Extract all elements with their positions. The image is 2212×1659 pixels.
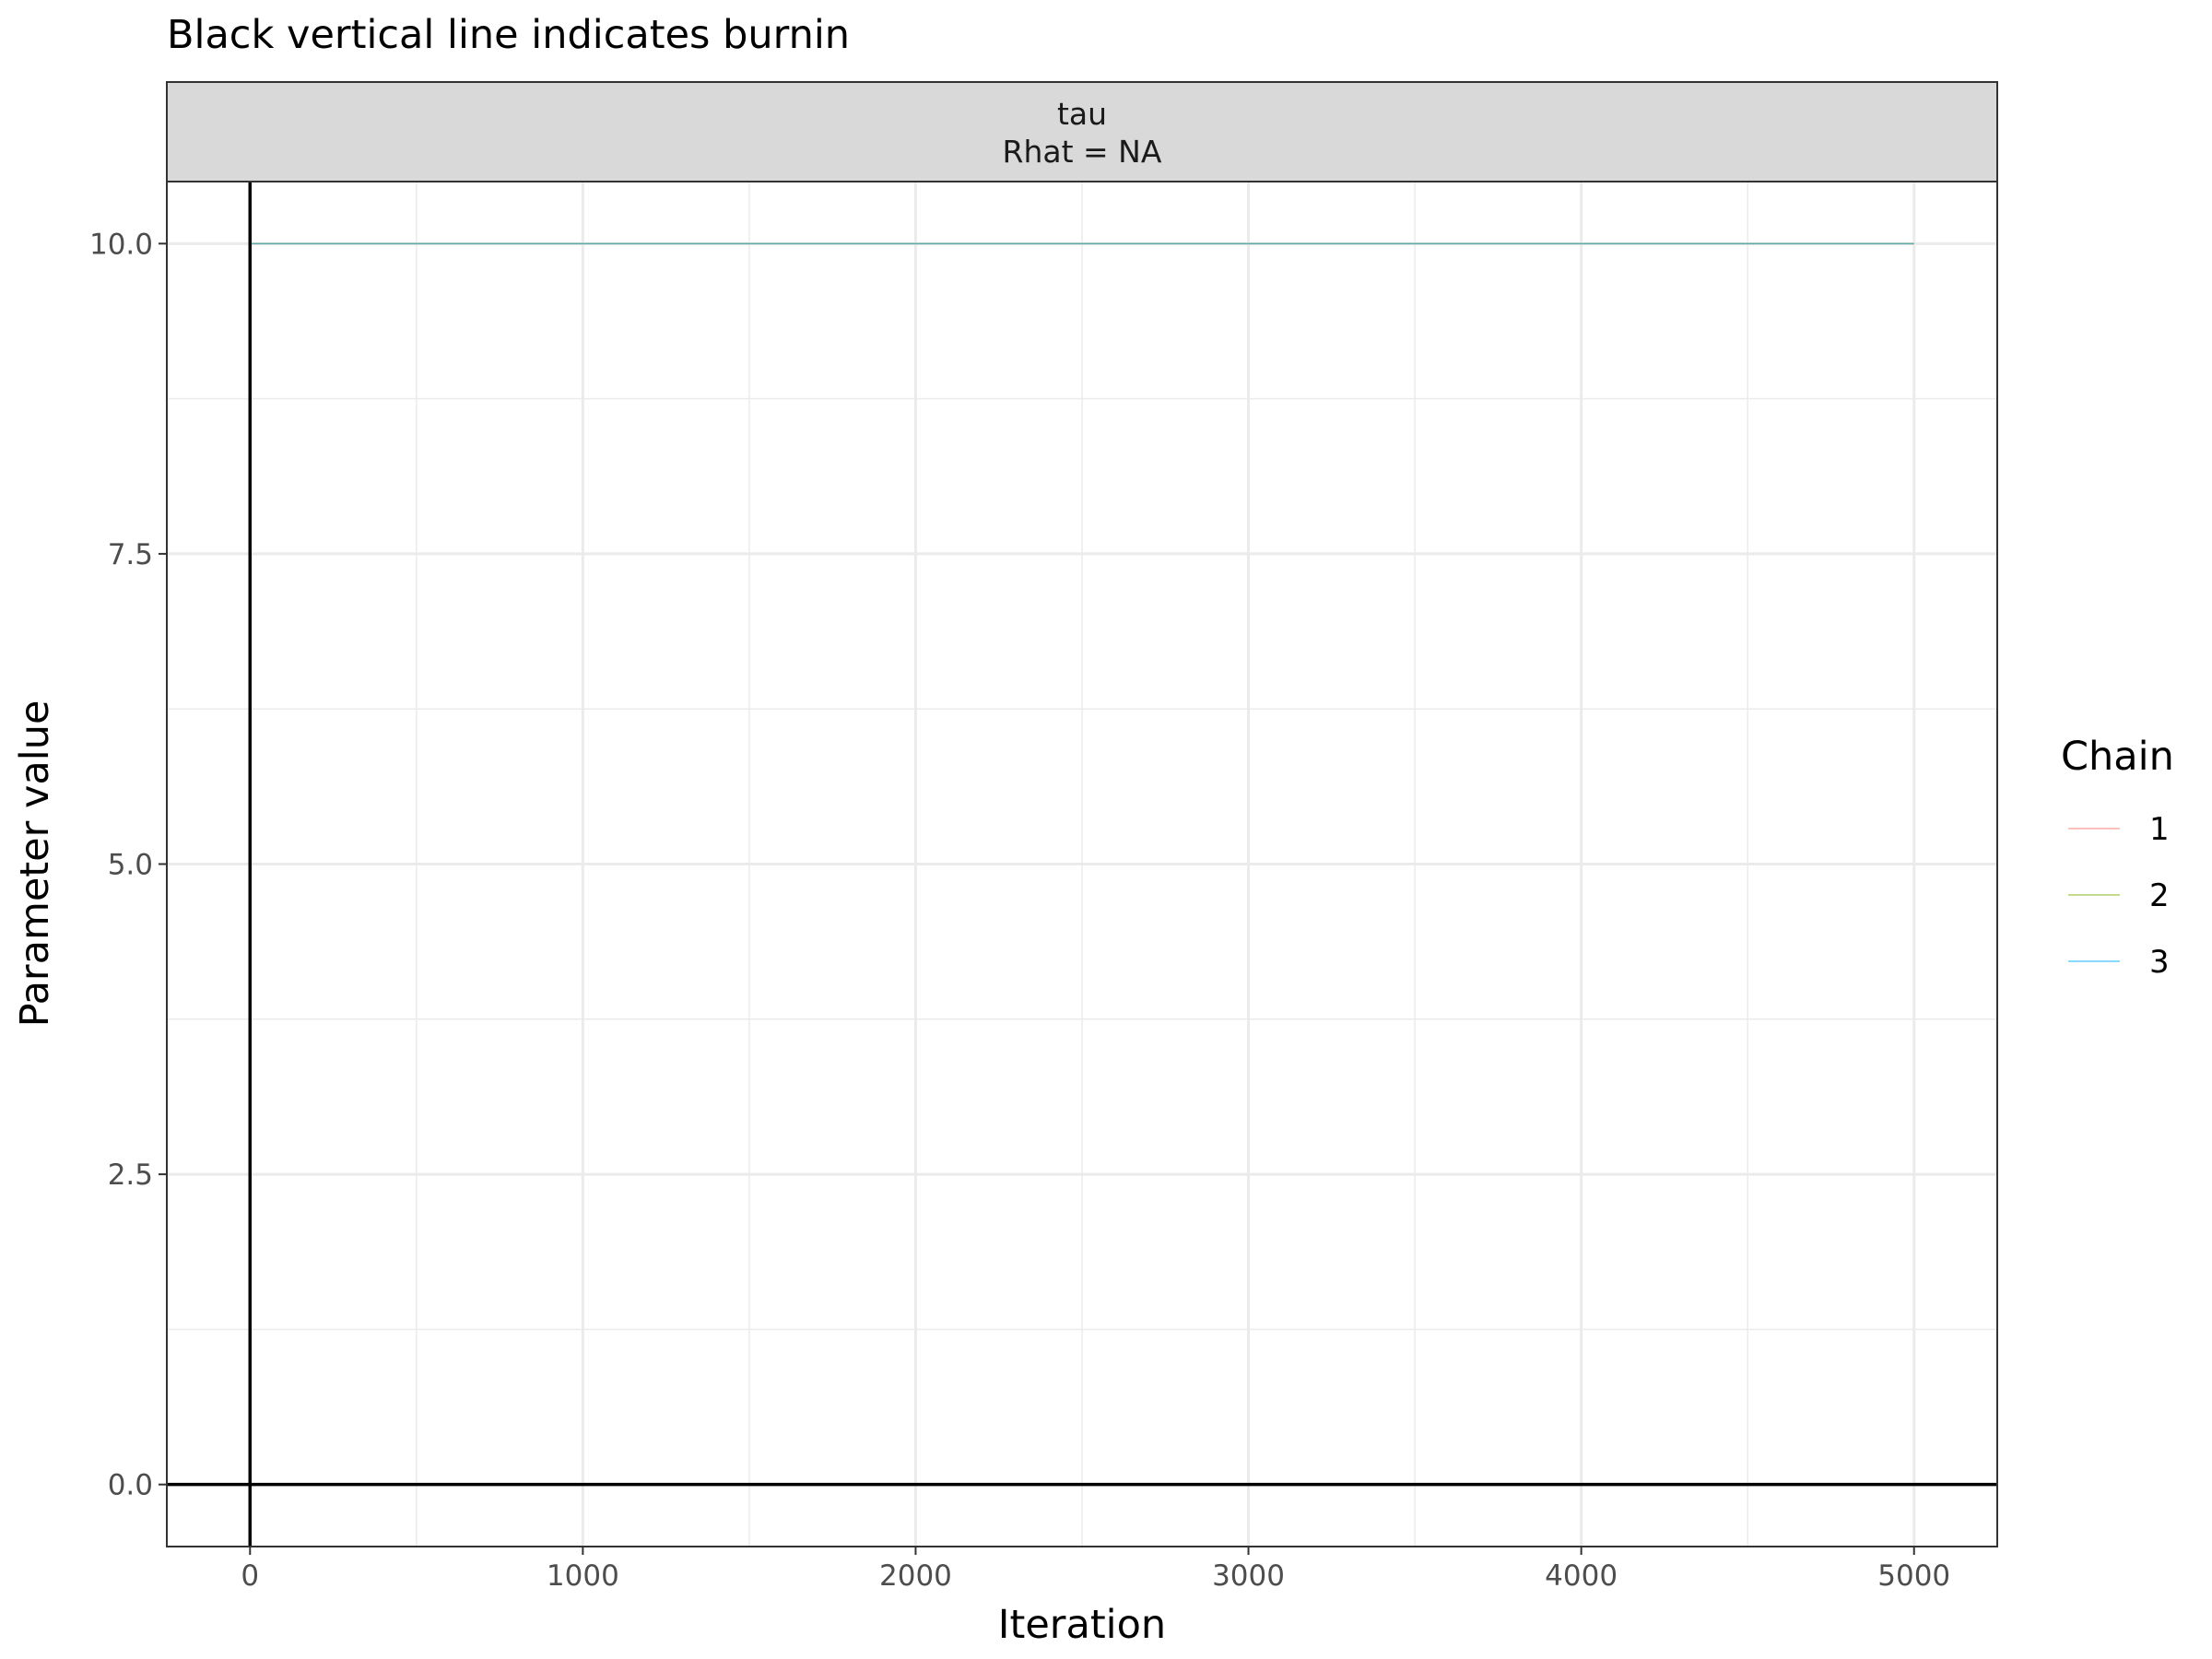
reference-lines <box>167 182 1997 1547</box>
y-axis-title: Parameter value <box>12 700 58 1028</box>
x-tick-label: 2000 <box>879 1559 952 1593</box>
x-tick-label: 4000 <box>1545 1559 1618 1593</box>
y-axis: 0.0 2.5 5.0 7.5 10.0 <box>89 228 167 1502</box>
x-tick-label: 5000 <box>1877 1559 1950 1593</box>
legend-label-chain-3: 3 <box>2149 944 2170 981</box>
x-tick-label: 0 <box>241 1559 259 1593</box>
y-tick-label: 5.0 <box>108 849 153 882</box>
legend-title: Chain <box>2061 734 2174 780</box>
x-axis-title: Iteration <box>998 1602 1166 1648</box>
facet-label-rhat: Rhat = NA <box>1003 134 1162 170</box>
facet-label-parameter: tau <box>1057 96 1107 132</box>
y-tick-label: 2.5 <box>108 1159 153 1192</box>
legend-label-chain-1: 1 <box>2149 811 2170 848</box>
y-tick-label: 7.5 <box>108 538 153 571</box>
plot-panel <box>166 181 1998 1547</box>
plot-title: Black vertical line indicates burnin <box>167 12 850 58</box>
x-axis: 0 1000 2000 3000 4000 5000 <box>241 1547 1950 1593</box>
y-tick-label: 10.0 <box>89 228 153 261</box>
legend: Chain 1 2 3 <box>2061 734 2174 981</box>
facet-strip: tau Rhat = NA <box>166 81 1998 182</box>
y-tick-label: 0.0 <box>108 1469 153 1502</box>
legend-label-chain-2: 2 <box>2149 877 2170 914</box>
x-tick-label: 3000 <box>1212 1559 1285 1593</box>
x-tick-label: 1000 <box>547 1559 619 1593</box>
